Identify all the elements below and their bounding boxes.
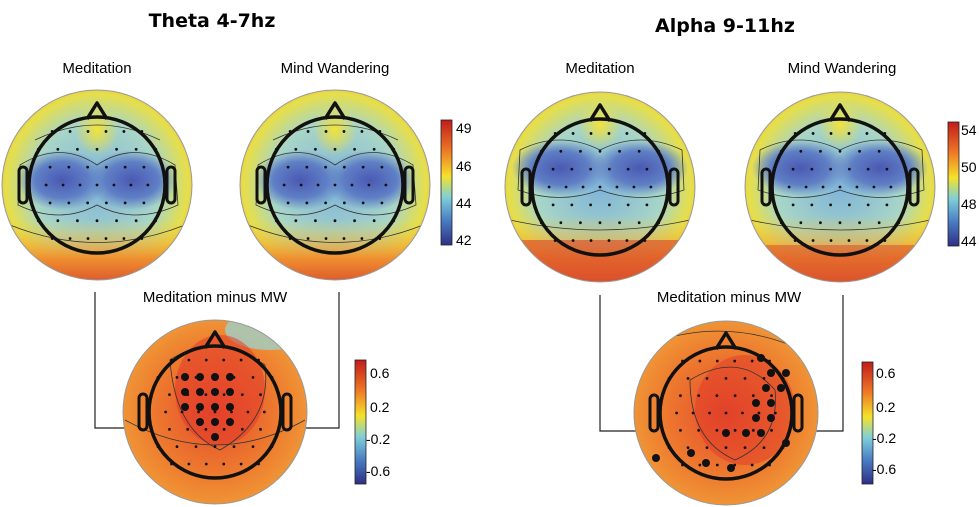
tick-label: 50 [961,159,977,175]
map-label-meditation-theta: Meditation [62,60,131,77]
panel-title-theta: Theta 4-7hz [149,10,276,32]
colorbar-alpha-difference: 0.6 0.2 -0.2 -0.6 [861,361,896,485]
tick-label: 0.6 [876,365,896,381]
tick-label: 49 [456,120,472,136]
tick-label: 44 [961,233,977,249]
head-outline-alpha-meditation [520,103,680,257]
sig-dots-theta [181,373,234,441]
colorbar-alpha-condition: 54 50 48 44 [947,121,977,249]
map-label-mind-wandering-theta: Mind Wandering [281,60,390,77]
head-outline-theta-diff [137,330,293,480]
map-label-meditation-alpha: Meditation [565,60,634,77]
sig-dots-alpha [652,354,790,472]
panel-title-alpha: Alpha 9-11hz [655,15,795,37]
tick-label: -0.6 [366,463,390,479]
diff-label-alpha: Meditation minus MW [657,289,802,306]
map-label-mind-wandering-alpha: Mind Wandering [788,60,897,77]
tick-label: 42 [456,232,472,248]
tick-label: 0.6 [370,365,390,381]
tick-label: 48 [961,196,977,212]
head-outline-alpha-mw [760,103,920,257]
diff-label-theta: Meditation minus MW [143,289,288,306]
tick-label: -0.2 [366,431,390,447]
colorbar-theta-difference: 0.6 0.2 -0.2 -0.6 [354,359,390,485]
tick-label: -0.6 [872,461,896,477]
head-outline-theta-meditation [17,101,177,255]
tick-label: -0.2 [872,430,896,446]
colorbar-theta-condition: 49 46 44 42 [440,119,472,248]
tick-label: 46 [456,158,472,174]
tick-label: 0.2 [876,399,896,415]
head-outline-theta-mw [255,101,415,255]
tick-label: 54 [961,122,977,138]
tick-label: 44 [456,195,472,211]
tick-label: 0.2 [370,399,390,415]
